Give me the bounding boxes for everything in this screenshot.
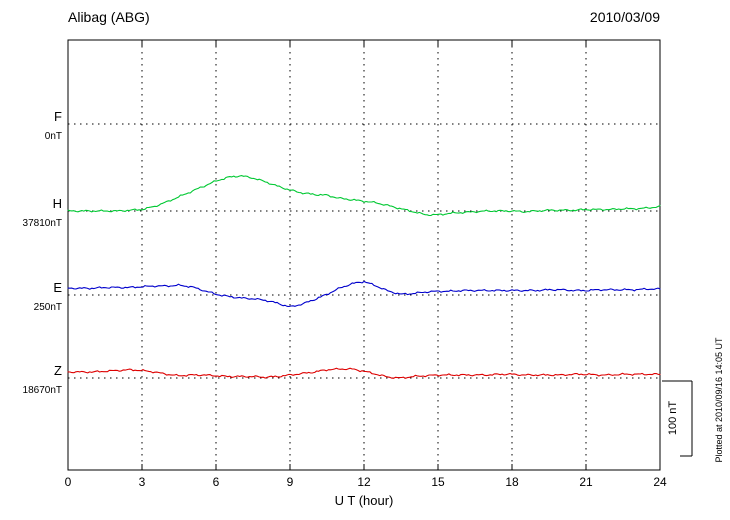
x-tick-label: 3 [139,475,146,489]
plot-date: 2010/03/09 [590,9,660,25]
x-tick-label: 9 [287,475,294,489]
component-letter-F: F [54,109,62,124]
component-labels: F 0nT H 37810nT E 250nT Z 18670nT [23,109,63,396]
scale-bar-label: 100 nT [667,401,679,436]
trace-E [67,280,661,308]
trace-Z [67,367,661,379]
plotted-at-note: Plotted at 2010/09/16 14:05 UT [714,337,724,463]
x-tick-label: 12 [357,475,371,489]
x-tick-label: 18 [505,475,519,489]
x-tick-label: 15 [431,475,445,489]
x-tick-label: 0 [65,475,72,489]
trace-H [67,175,661,217]
component-letter-E: E [53,280,62,295]
x-tick-label: 6 [213,475,220,489]
x-axis-label: U T (hour) [335,493,394,508]
axis-ticks [67,40,661,470]
scale-bar [662,380,693,457]
plot-frame [67,39,661,471]
component-baseline-H: 37810nT [23,218,62,229]
x-tick-label: 21 [579,475,593,489]
component-baseline-Z: 18670nT [23,385,62,396]
x-tick-label: 24 [653,475,667,489]
component-letter-Z: Z [54,363,62,378]
station-title: Alibag (ABG) [68,9,150,25]
component-traces [67,175,661,379]
grid-lines [68,40,660,470]
plot-border [67,39,661,471]
x-tick-labels: 0 3 6 9 12 15 18 21 24 [65,475,667,489]
component-letter-H: H [53,196,62,211]
component-baseline-F: 0nT [45,131,62,142]
component-baseline-E: 250nT [34,302,62,313]
